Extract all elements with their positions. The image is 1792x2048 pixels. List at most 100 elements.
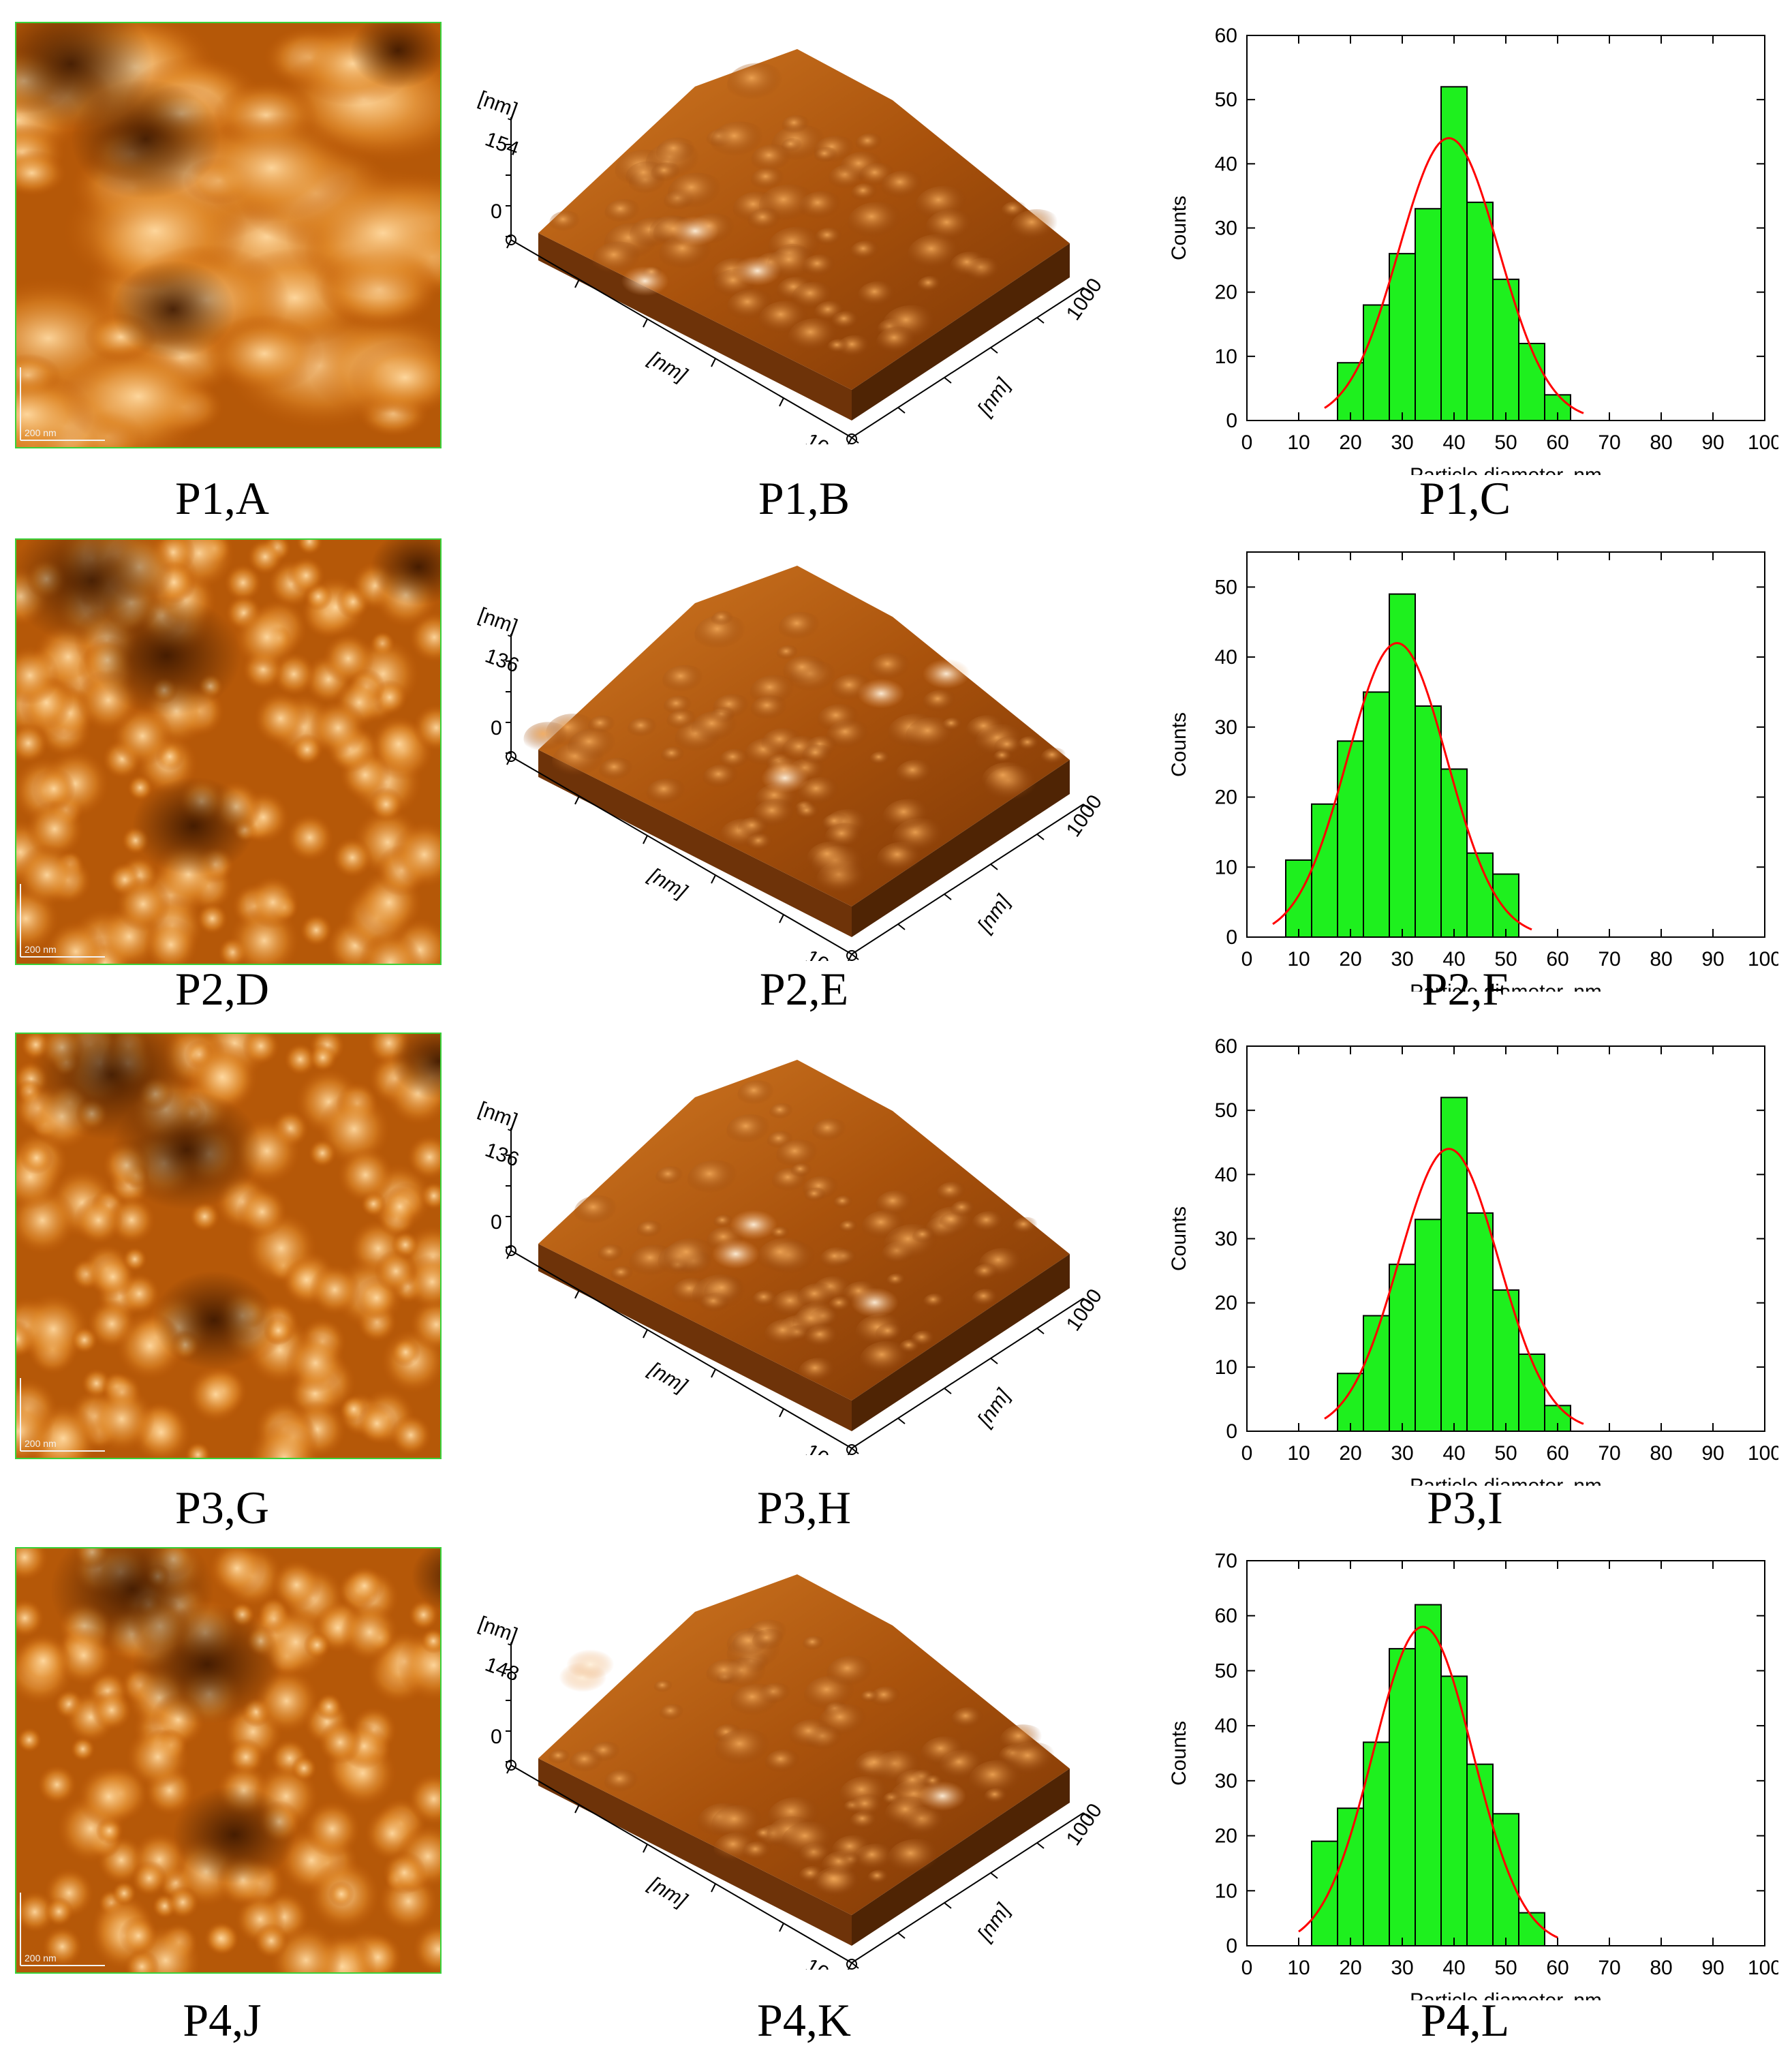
afm-grain xyxy=(45,921,107,964)
surface-bump xyxy=(548,1749,573,1767)
afm-grain xyxy=(112,1880,137,1906)
surface-bump xyxy=(715,1728,776,1771)
afm-depression xyxy=(50,1548,214,1655)
surface-bump xyxy=(861,1210,910,1244)
afm-grain xyxy=(308,1043,337,1072)
y-axis-tick xyxy=(897,407,906,414)
histogram-bar xyxy=(1466,1763,1494,1946)
surface-bump xyxy=(636,1220,665,1240)
afm-3d-topography: [nm] 148 0 [nm] 1000 [nm] 1000 xyxy=(470,1561,1124,1996)
afm-grain xyxy=(332,837,373,878)
y-axis-tick xyxy=(990,1358,998,1364)
surface-bump xyxy=(782,1821,840,1863)
y-axis-label: Counts xyxy=(1168,712,1190,777)
histogram-bar xyxy=(1466,1212,1494,1432)
panel-caption: P1,B xyxy=(758,472,850,524)
x-axis xyxy=(510,756,852,955)
surface-bump xyxy=(804,1187,829,1204)
surface-bump xyxy=(770,1226,792,1242)
afm-grain xyxy=(91,1690,132,1731)
surface-bump xyxy=(984,1788,1010,1807)
surface-bump xyxy=(776,645,801,662)
surface-bump xyxy=(747,208,785,234)
afm-grain xyxy=(208,1548,265,1597)
surface-bump xyxy=(664,1238,720,1278)
afm-depression xyxy=(16,23,153,129)
surface-bump xyxy=(910,1330,938,1349)
afm-2d-image: 200 nm xyxy=(15,1033,442,1459)
afm-grain xyxy=(309,1264,360,1316)
afm-grain xyxy=(308,1139,337,1167)
surface-bump xyxy=(951,1707,987,1732)
x-tick-label: 50 xyxy=(1494,431,1517,454)
x-tick-label: 100 xyxy=(1748,948,1778,970)
afm-grain xyxy=(205,314,323,393)
afm-grain xyxy=(300,913,333,947)
surface-bump xyxy=(993,750,1015,765)
y-axis xyxy=(851,1812,1084,1963)
x-tick-label: 70 xyxy=(1598,1442,1620,1465)
x-axis-tick xyxy=(711,874,716,884)
histogram-chart: 010203040506070809010001020304050Particl… xyxy=(1158,542,1782,1003)
afm-grain xyxy=(253,691,308,746)
surface-bump xyxy=(814,301,848,325)
origin-marker xyxy=(506,234,516,245)
y-tick-label: 50 xyxy=(1215,1660,1237,1682)
x-axis-tick xyxy=(643,1844,648,1853)
y-tick-label: 20 xyxy=(1215,786,1237,809)
y-tick-label: 0 xyxy=(1226,410,1237,432)
z-axis-min: 0 xyxy=(491,200,502,223)
afm-depression xyxy=(132,777,255,875)
afm-grain xyxy=(191,114,353,222)
surface-bump xyxy=(730,1683,784,1722)
y-axis-tick xyxy=(944,1388,952,1394)
surface-bump xyxy=(923,690,960,716)
surface-bump xyxy=(797,1283,840,1313)
surface-bump xyxy=(726,1114,775,1148)
afm-depression xyxy=(412,1548,440,1611)
z-axis-max: 136 xyxy=(482,1139,522,1172)
surface-bump xyxy=(817,703,864,737)
y-axis xyxy=(851,804,1084,955)
afm-grain xyxy=(223,564,262,602)
afm-grain xyxy=(60,343,217,447)
afm-grain xyxy=(285,1332,346,1393)
afm-grain xyxy=(408,1600,439,1630)
surface-bump xyxy=(857,281,900,311)
x-tick-label: 40 xyxy=(1442,1957,1465,1979)
panel-caption: P2,E xyxy=(759,963,849,1015)
surface-side-face xyxy=(852,1254,1070,1431)
x-tick-label: 30 xyxy=(1391,1442,1413,1465)
y-tick-label: 40 xyxy=(1215,1163,1237,1186)
y-axis-tick xyxy=(851,953,859,960)
surface-front-face xyxy=(538,1244,852,1431)
surface-bump xyxy=(706,1659,750,1690)
surface-bump xyxy=(839,1220,861,1235)
afm-grain xyxy=(119,1916,158,1956)
afm-grain xyxy=(234,604,300,670)
afm-grain xyxy=(124,1949,159,1972)
surface-bump xyxy=(659,1704,687,1724)
surface-bump xyxy=(951,1200,978,1220)
x-axis-tick xyxy=(711,1369,716,1378)
histogram-bar xyxy=(1415,1604,1442,1946)
y-tick-label: 10 xyxy=(1215,1880,1237,1902)
panel-caption: P4,K xyxy=(757,1994,851,2046)
x-axis xyxy=(510,1250,852,1449)
afm-grain xyxy=(328,1881,355,1908)
afm-grain xyxy=(125,1725,190,1789)
panel-caption: P3,H xyxy=(757,1482,851,1533)
afm-grain xyxy=(44,1897,74,1927)
afm-grain xyxy=(303,1631,331,1659)
y-axis-tick xyxy=(851,1962,859,1969)
scale-bar-label: 200 nm xyxy=(25,1953,57,1963)
x-axis-tick xyxy=(779,1923,784,1932)
afm-3d-topography: [nm] 136 0 [nm] 1000 [nm] 1000 xyxy=(470,552,1124,988)
gaussian-fit-line xyxy=(1324,137,1584,414)
gaussian-fit-line xyxy=(1272,641,1532,931)
corner-marker xyxy=(846,950,857,961)
histogram-bar xyxy=(1466,201,1494,421)
x-tick-label: 10 xyxy=(1287,948,1310,970)
surface-bump xyxy=(869,751,893,767)
y-axis-tick xyxy=(1083,804,1091,810)
